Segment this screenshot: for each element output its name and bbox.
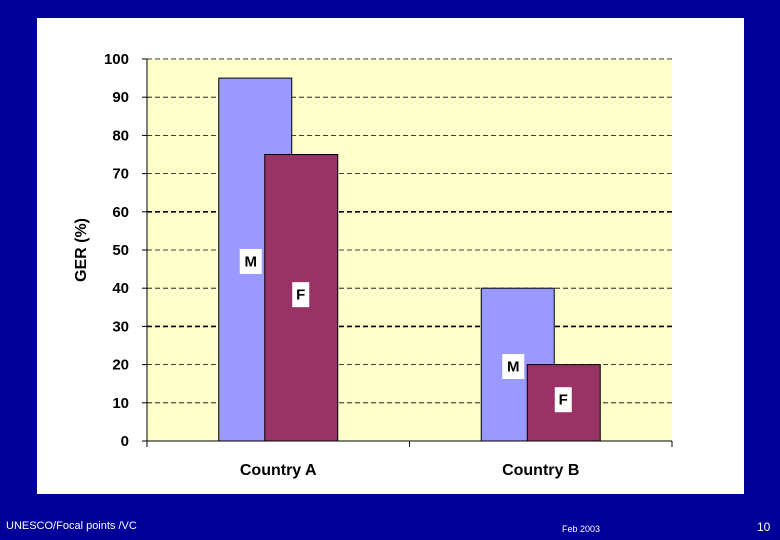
bar-tag-box-f-1 xyxy=(554,387,572,413)
footer-date: Feb 2003 xyxy=(562,524,601,534)
y-tick-label-80: 80 xyxy=(112,127,129,144)
chart-area: M F M F 0 10 20 30 40 50 60 70 80 90 100 GER (%) Countr… xyxy=(37,18,744,494)
y-tick-label-0: 0 xyxy=(121,433,129,450)
y-tick-label-90: 90 xyxy=(112,89,129,106)
y-tick-label-40: 40 xyxy=(112,280,129,297)
bar-tag-box-m-1 xyxy=(502,354,525,380)
y-tick-label-10: 10 xyxy=(112,395,129,412)
y-tick-label-100: 100 xyxy=(104,51,129,68)
x-category-label-1: Country B xyxy=(502,462,579,479)
bar-tag-f-0: F xyxy=(296,287,305,304)
x-category-label-0: Country A xyxy=(240,462,317,479)
y-tick-label-60: 60 xyxy=(112,204,129,221)
y-tick-label-30: 30 xyxy=(112,318,129,335)
bar-f-country-a xyxy=(264,154,339,442)
y-axis-title: GER (%) xyxy=(73,218,90,282)
bar-tag-box-m-0 xyxy=(239,248,262,274)
chart-svg: M F M F 0 10 20 30 40 50 60 70 80 90 100 GER (%) Countr… xyxy=(73,51,673,479)
bar-tag-box-f-0 xyxy=(292,282,310,308)
y-tick-label-50: 50 xyxy=(112,242,129,259)
y-tick-label-20: 20 xyxy=(112,357,129,374)
bar-tag-m-0: M xyxy=(245,253,258,270)
y-tick-label-70: 70 xyxy=(112,166,129,183)
bar-tag-f-1: F xyxy=(559,392,568,409)
page-number: 10 xyxy=(757,520,771,534)
footer-source: UNESCO/Focal points /VC xyxy=(6,520,137,532)
bar-tag-m-1: M xyxy=(507,359,520,376)
